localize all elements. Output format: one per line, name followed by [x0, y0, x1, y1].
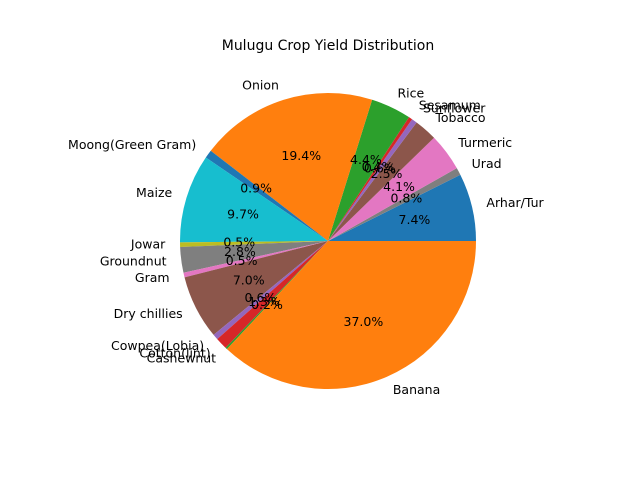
slice-label-cotton-lint: Cotton(lint) — [139, 345, 210, 360]
slice-percent-moong-green-gram: 0.9% — [240, 180, 272, 195]
pie-slice-cashewnut — [225, 241, 328, 350]
slice-percent-tobacco: 2.5% — [371, 166, 403, 181]
slice-label-tobacco: Tobacco — [434, 110, 485, 125]
pie-slice-urad — [328, 168, 461, 241]
pie-slice-sesamum — [328, 117, 413, 241]
pie-slice-jowar — [180, 241, 328, 248]
slice-percent-banana: 37.0% — [344, 314, 384, 329]
slice-label-dry-chillies: Dry chillies — [114, 306, 183, 321]
slice-label-gram: Gram — [135, 270, 170, 285]
slice-percent-maize: 9.7% — [227, 207, 259, 222]
slice-percent-urad: 0.8% — [390, 191, 422, 206]
slice-percent-turmeric: 4.1% — [383, 179, 415, 194]
slice-label-urad: Urad — [472, 156, 502, 171]
slice-label-banana: Banana — [393, 382, 440, 397]
slice-label-cashewnut: Cashewnut — [147, 351, 217, 366]
slice-percent-cashewnut: 0.2% — [251, 297, 283, 312]
slice-label-maize: Maize — [136, 185, 172, 200]
slice-label-moong-green-gram: Moong(Green Gram) — [68, 137, 196, 152]
slice-percent-rice: 4.4% — [350, 152, 382, 167]
pie-slice-rice — [328, 99, 409, 242]
slice-label-cowpea-lobia: Cowpea(Lobia) — [111, 338, 204, 353]
slice-percent-arhar-tur: 7.4% — [399, 212, 431, 227]
pie-slice-cotton-lint — [217, 241, 328, 348]
slice-percent-groundnut: 2.8% — [224, 244, 256, 259]
slice-label-jowar: Jowar — [130, 237, 166, 252]
pie-slice-turmeric — [328, 137, 457, 241]
slice-percent-onion: 19.4% — [281, 148, 321, 163]
slice-percent-cowpea-lobia: 0.6% — [245, 290, 277, 305]
slice-percent-gram: 0.5% — [226, 253, 258, 268]
pie-labels: Arhar/Tur 7.4% Urad 0.8% Turmeric 4.1% Tobacco… — [68, 77, 544, 397]
pie-slices — [180, 93, 476, 389]
slice-percent-sunflower: 0.6% — [364, 160, 396, 175]
slice-label-sesamum: Sesamum — [419, 97, 481, 112]
pie-slice-maize — [180, 157, 328, 243]
slice-label-arhar-tur: Arhar/Tur — [486, 195, 544, 210]
slice-percent-jowar: 0.5% — [223, 235, 255, 250]
slice-percent-cotton-lint: 1.3% — [248, 294, 280, 309]
pie-slice-dry-chillies — [184, 241, 328, 335]
pie-slice-cowpea-lobia — [213, 241, 328, 340]
pie-slice-moong-green-gram — [205, 150, 328, 241]
pie-slice-sunflower — [328, 119, 417, 241]
slice-percent-dry-chillies: 7.0% — [233, 273, 265, 288]
chart-title: Mulugu Crop Yield Distribution — [222, 38, 435, 54]
pie-slice-arhar-tur — [328, 174, 476, 241]
pie-slice-onion — [210, 93, 373, 241]
slice-percent-sesamum: 0.4% — [362, 159, 394, 174]
slice-label-groundnut: Groundnut — [100, 253, 167, 268]
slice-label-sunflower: Sunflower — [423, 100, 486, 115]
pie-slice-gram — [183, 241, 328, 278]
pie-slice-tobacco — [328, 122, 435, 241]
slice-label-onion: Onion — [242, 77, 279, 92]
pie-slice-groundnut — [180, 241, 328, 273]
slice-label-rice: Rice — [397, 85, 424, 100]
slice-label-turmeric: Turmeric — [457, 135, 512, 150]
pie-slice-banana — [226, 241, 476, 389]
